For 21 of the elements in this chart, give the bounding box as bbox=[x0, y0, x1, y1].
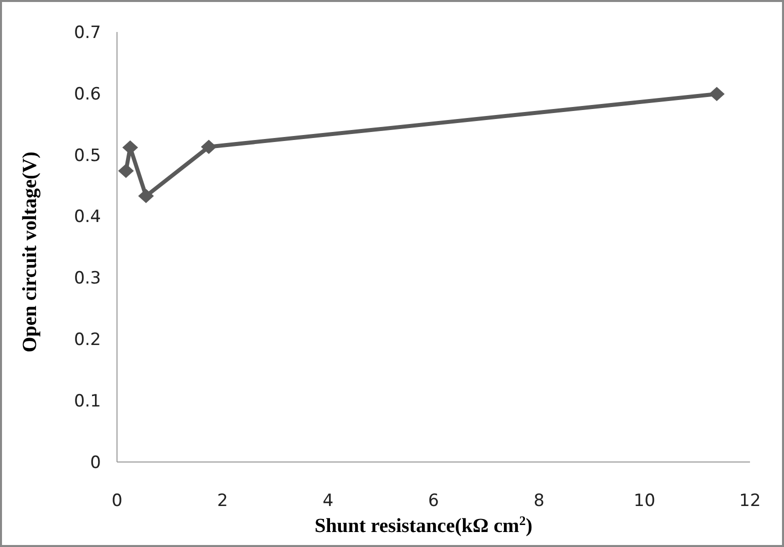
x-tick-label: 6 bbox=[428, 491, 439, 511]
y-tick-label: 0 bbox=[90, 452, 101, 473]
x-tick-label: 4 bbox=[322, 491, 334, 511]
y-tick-label: 0.2 bbox=[74, 330, 101, 350]
point bbox=[200, 140, 217, 154]
x-tick-label: 0 bbox=[112, 491, 122, 511]
y-tick-label: 0.6 bbox=[74, 84, 101, 104]
y-axis-title: Open circuit voltage(V) bbox=[19, 152, 41, 352]
point bbox=[118, 164, 134, 178]
x-tick-label: 12 bbox=[739, 491, 761, 511]
y-tick-label: 0.3 bbox=[74, 268, 101, 289]
x-tick-label: 8 bbox=[534, 491, 544, 511]
y-tick-label: 0.1 bbox=[74, 392, 101, 412]
point bbox=[708, 86, 725, 102]
x-tick-label: 2 bbox=[217, 491, 228, 511]
x-axis-title: Shunt resistance(kΩ cm$^{2}$) bbox=[314, 512, 532, 537]
point bbox=[138, 188, 154, 204]
y-tick-label: 0.5 bbox=[74, 146, 101, 166]
y-tick-label: 0.4 bbox=[74, 207, 101, 228]
y-tick-label: 0.7 bbox=[74, 22, 101, 43]
x-tick-label: 10 bbox=[634, 491, 656, 511]
